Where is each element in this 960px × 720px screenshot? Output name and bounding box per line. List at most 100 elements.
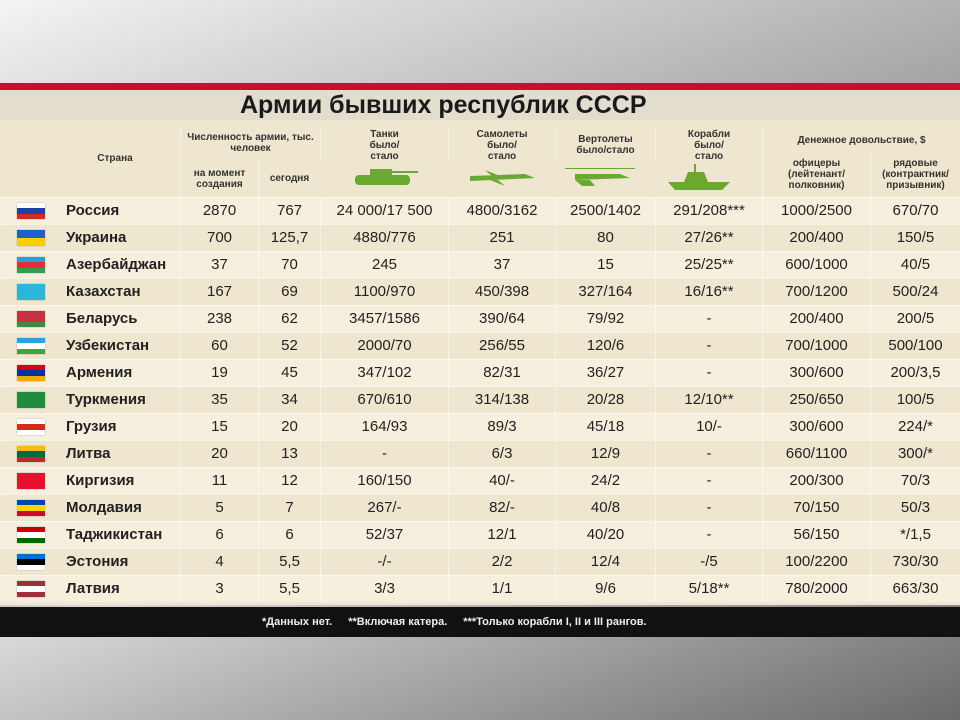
cell: 12/9	[555, 440, 655, 467]
cell: 82/31	[448, 359, 555, 386]
country: Молдавия	[66, 499, 142, 516]
cell: 19	[180, 359, 258, 386]
cell: 5	[180, 494, 258, 521]
footer: *Данных нет. **Включая катера. ***Только к…	[0, 607, 960, 637]
row-bg	[0, 359, 960, 386]
cell: 69	[258, 278, 320, 305]
cell: -	[655, 467, 762, 494]
flag	[17, 446, 45, 462]
cell: 62	[258, 305, 320, 332]
country: Армения	[66, 364, 133, 381]
header-cell: на момент создания	[180, 160, 258, 197]
cell: 660/1100	[762, 440, 870, 467]
country: Таджикистан	[66, 526, 163, 543]
flag-stripe	[17, 311, 45, 317]
flag	[17, 203, 45, 219]
cell: 16/16**	[655, 278, 762, 305]
cell: 670/70	[870, 197, 960, 224]
cell: 300/*	[870, 440, 960, 467]
header-cell: Численность армии, тыс. человек	[180, 128, 320, 158]
row-bg	[0, 548, 960, 575]
footnote: *Данных нет.	[262, 616, 333, 628]
cell: -	[655, 521, 762, 548]
cell: 200/400	[762, 224, 870, 251]
row-bg	[0, 440, 960, 467]
icons	[355, 164, 730, 190]
cell: 700/1000	[762, 332, 870, 359]
footnote: **Включая катера.	[348, 616, 448, 628]
row-bg	[0, 413, 960, 440]
flag-stripe	[17, 208, 45, 214]
cell: 24/2	[555, 467, 655, 494]
cell: -/-	[320, 548, 448, 575]
cell: -/5	[655, 548, 762, 575]
flag-stripe	[17, 257, 45, 263]
cell: 40/8	[555, 494, 655, 521]
flag-stripe	[17, 527, 45, 533]
cell: 60	[180, 332, 258, 359]
cell: 24 000/17 500	[320, 197, 448, 224]
cell: -	[655, 494, 762, 521]
cell: 167	[180, 278, 258, 305]
cell: -	[655, 440, 762, 467]
flag-stripe	[17, 581, 45, 587]
cell: 125,7	[258, 224, 320, 251]
cell: 4	[180, 548, 258, 575]
country: Россия	[66, 202, 120, 219]
cell: 37	[448, 251, 555, 278]
cell: 120/6	[555, 332, 655, 359]
cell: 347/102	[320, 359, 448, 386]
cell: 327/164	[555, 278, 655, 305]
country: Грузия	[66, 418, 117, 435]
red-stripe	[0, 83, 960, 90]
flag-stripe	[17, 267, 45, 273]
flag-stripe	[17, 375, 45, 381]
cell: 2000/70	[320, 332, 448, 359]
flag-stripe	[17, 392, 45, 398]
cell: 35	[180, 386, 258, 413]
flag-stripe	[17, 478, 45, 484]
cell: 6	[258, 521, 320, 548]
header-cell: Вертолеты было/стало	[555, 130, 655, 160]
cell: 82/-	[448, 494, 555, 521]
cell: 40/5	[870, 251, 960, 278]
cell: 300/600	[762, 359, 870, 386]
cell: 52/37	[320, 521, 448, 548]
flag-stripe	[17, 294, 45, 300]
flag-stripe	[17, 213, 45, 219]
cell: 767	[258, 197, 320, 224]
cell: 13	[258, 440, 320, 467]
cell: 300/600	[762, 413, 870, 440]
cell: -	[320, 440, 448, 467]
cell: 2/2	[448, 548, 555, 575]
cell: 200/400	[762, 305, 870, 332]
flag	[17, 419, 45, 435]
country: Казахстан	[66, 283, 141, 300]
flag-stripe	[17, 365, 45, 371]
flag-stripe	[17, 284, 45, 290]
cell: 15	[180, 413, 258, 440]
flag-stripe	[17, 532, 45, 538]
cell: 25/25**	[655, 251, 762, 278]
cell: 700	[180, 224, 258, 251]
cell: 7	[258, 494, 320, 521]
cell: 291/208***	[655, 197, 762, 224]
flag-stripe	[17, 321, 45, 327]
flag-stripe	[17, 473, 45, 479]
row-bg	[0, 224, 960, 251]
cell: 780/2000	[762, 575, 870, 602]
flag-stripe	[17, 446, 45, 452]
flag-stripe	[17, 500, 45, 506]
cell: 20	[180, 440, 258, 467]
cell: 40/-	[448, 467, 555, 494]
flag-stripe	[17, 424, 45, 430]
table: Страна Численность армии, тыс. человек н…	[0, 120, 960, 605]
cell: 164/93	[320, 413, 448, 440]
cell: 6	[180, 521, 258, 548]
row-bg	[0, 197, 960, 224]
cell: 37	[180, 251, 258, 278]
cell: 2870	[180, 197, 258, 224]
cell: 245	[320, 251, 448, 278]
cell: 34	[258, 386, 320, 413]
